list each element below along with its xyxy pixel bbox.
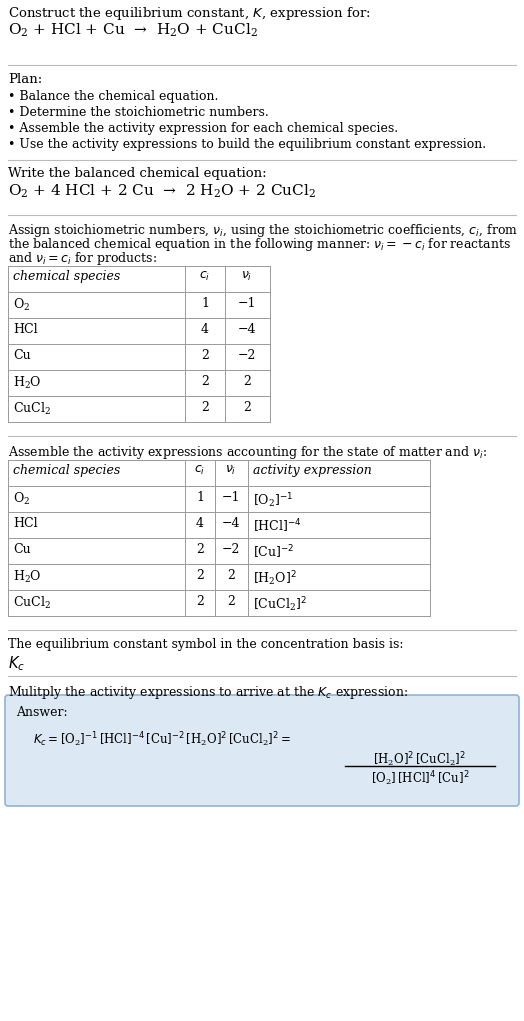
Text: −4: −4 <box>222 517 240 530</box>
Text: $[\mathregular{O_2}]^{-1}$: $[\mathregular{O_2}]^{-1}$ <box>253 491 293 509</box>
Text: $\mathregular{CuCl_2}$: $\mathregular{CuCl_2}$ <box>13 401 51 418</box>
Text: $\mathregular{CuCl_2}$: $\mathregular{CuCl_2}$ <box>13 595 51 612</box>
Text: 2: 2 <box>243 375 251 388</box>
Text: $\mathregular{O_2}$ + HCl + Cu  →  $\mathregular{H_2O}$ + $\mathregular{CuCl_2}$: $\mathregular{O_2}$ + HCl + Cu → $\mathr… <box>8 22 258 40</box>
Text: 2: 2 <box>201 349 209 362</box>
Text: Assemble the activity expressions accounting for the state of matter and $\nu_i$: Assemble the activity expressions accoun… <box>8 444 487 461</box>
Text: −4: −4 <box>238 323 256 336</box>
Text: $\mathregular{H_2O}$: $\mathregular{H_2O}$ <box>13 569 41 585</box>
Text: 2: 2 <box>196 595 204 607</box>
Text: HCl: HCl <box>13 323 38 336</box>
Text: 2: 2 <box>227 569 235 582</box>
Text: $[\mathregular{H_2O}]^2\,[\mathregular{CuCl_2}]^2$: $[\mathregular{H_2O}]^2\,[\mathregular{C… <box>374 750 466 769</box>
Text: $\nu_i$: $\nu_i$ <box>242 270 253 283</box>
Text: The equilibrium constant symbol in the concentration basis is:: The equilibrium constant symbol in the c… <box>8 638 403 651</box>
Text: $K_c = [\mathregular{O_2}]^{-1}\,[\mathregular{HCl}]^{-4}\,[\mathregular{Cu}]^{-: $K_c = [\mathregular{O_2}]^{-1}\,[\mathr… <box>33 730 291 748</box>
Text: 2: 2 <box>196 543 204 556</box>
Text: Plan:: Plan: <box>8 72 42 86</box>
Text: $\mathregular{O_2}$: $\mathregular{O_2}$ <box>13 297 30 313</box>
Text: −2: −2 <box>222 543 240 556</box>
Text: • Balance the chemical equation.: • Balance the chemical equation. <box>8 90 219 103</box>
Text: $\nu_i$: $\nu_i$ <box>225 464 237 477</box>
Text: 2: 2 <box>243 401 251 414</box>
Text: 4: 4 <box>201 323 209 336</box>
Text: Mulitply the activity expressions to arrive at the $K_c$ expression:: Mulitply the activity expressions to arr… <box>8 684 408 701</box>
Text: $\mathregular{O_2}$: $\mathregular{O_2}$ <box>13 491 30 507</box>
Text: Write the balanced chemical equation:: Write the balanced chemical equation: <box>8 167 267 180</box>
Text: the balanced chemical equation in the following manner: $\nu_i = -c_i$ for react: the balanced chemical equation in the fo… <box>8 236 511 253</box>
Text: chemical species: chemical species <box>13 270 120 283</box>
Text: $\mathregular{H_2O}$: $\mathregular{H_2O}$ <box>13 375 41 391</box>
Text: −2: −2 <box>238 349 256 362</box>
Text: $[\mathregular{Cu}]^{-2}$: $[\mathregular{Cu}]^{-2}$ <box>253 543 294 561</box>
Text: $[\mathregular{H_2O}]^2$: $[\mathregular{H_2O}]^2$ <box>253 569 297 588</box>
Text: • Assemble the activity expression for each chemical species.: • Assemble the activity expression for e… <box>8 121 398 135</box>
Text: 2: 2 <box>201 401 209 414</box>
Text: • Use the activity expressions to build the equilibrium constant expression.: • Use the activity expressions to build … <box>8 138 486 151</box>
Text: $[\mathregular{O_2}]\,[\mathregular{HCl}]^4\,[\mathregular{Cu}]^2$: $[\mathregular{O_2}]\,[\mathregular{HCl}… <box>371 769 469 787</box>
Text: Construct the equilibrium constant, $K$, expression for:: Construct the equilibrium constant, $K$,… <box>8 5 370 22</box>
Text: $[\mathregular{CuCl_2}]^2$: $[\mathregular{CuCl_2}]^2$ <box>253 595 307 614</box>
Text: Cu: Cu <box>13 349 30 362</box>
Text: and $\nu_i = c_i$ for products:: and $\nu_i = c_i$ for products: <box>8 250 157 268</box>
Text: −1: −1 <box>222 491 240 504</box>
Text: Assign stoichiometric numbers, $\nu_i$, using the stoichiometric coefficients, $: Assign stoichiometric numbers, $\nu_i$, … <box>8 222 518 239</box>
Text: 2: 2 <box>227 595 235 607</box>
Text: 2: 2 <box>196 569 204 582</box>
Text: Answer:: Answer: <box>16 706 68 719</box>
Text: 1: 1 <box>201 297 209 310</box>
Text: $c_i$: $c_i$ <box>199 270 211 283</box>
Text: $K_c$: $K_c$ <box>8 654 25 673</box>
Text: 2: 2 <box>201 375 209 388</box>
Text: $[\mathregular{HCl}]^{-4}$: $[\mathregular{HCl}]^{-4}$ <box>253 517 302 535</box>
Text: HCl: HCl <box>13 517 38 530</box>
Text: $\mathregular{O_2}$ + 4 HCl + 2 Cu  →  2 $\mathregular{H_2O}$ + 2 $\mathregular{: $\mathregular{O_2}$ + 4 HCl + 2 Cu → 2 $… <box>8 183 316 200</box>
Text: 4: 4 <box>196 517 204 530</box>
Text: 1: 1 <box>196 491 204 504</box>
Text: −1: −1 <box>238 297 256 310</box>
Text: Cu: Cu <box>13 543 30 556</box>
Text: activity expression: activity expression <box>253 464 372 477</box>
Text: $c_i$: $c_i$ <box>194 464 205 477</box>
Text: • Determine the stoichiometric numbers.: • Determine the stoichiometric numbers. <box>8 106 269 119</box>
FancyBboxPatch shape <box>5 695 519 806</box>
Text: chemical species: chemical species <box>13 464 120 477</box>
